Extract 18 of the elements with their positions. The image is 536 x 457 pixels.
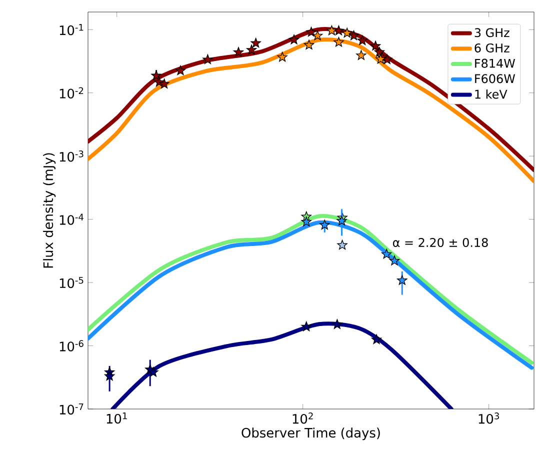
x-tick-label: 10$^{1}$ <box>106 412 127 424</box>
x-tick-label: 10$^{3}$ <box>478 412 499 424</box>
annotation: α = 2.20 ± 0.18 <box>392 238 488 248</box>
y-tick-label: 10$^{-3}$ <box>60 150 84 162</box>
x-tick-label: 10$^{2}$ <box>292 412 313 424</box>
y-tick-label: 10$^{-1}$ <box>60 24 84 36</box>
y-axis-title: Flux density (mJy) <box>43 153 56 268</box>
y-tick-label: 10$^{-7}$ <box>60 403 84 415</box>
legend-label: F606W <box>475 74 516 84</box>
legend-label: F814W <box>475 58 516 68</box>
y-tick-label: 10$^{-5}$ <box>60 276 84 288</box>
y-tick-label: 10$^{-6}$ <box>60 340 84 352</box>
x-axis-title: Observer Time (days) <box>242 428 380 440</box>
legend-label: 6 GHz <box>474 43 510 52</box>
legend-label: 1 keV <box>475 90 508 99</box>
y-tick-label: 10$^{-4}$ <box>60 214 84 225</box>
legend-label: 3 GHz <box>474 28 510 38</box>
y-tick-label: 10$^{-2}$ <box>60 87 84 98</box>
